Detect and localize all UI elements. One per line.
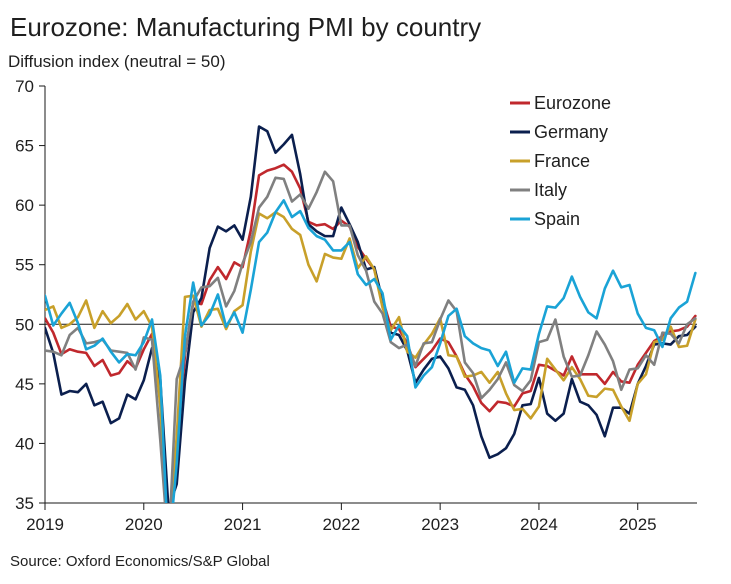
x-tick-label: 2019 [26,515,64,534]
x-tick-label: 2024 [520,515,558,534]
y-tick-label: 35 [15,494,34,513]
y-tick-label: 70 [15,77,34,96]
x-tick-label: 2020 [125,515,163,534]
y-tick-label: 50 [15,315,34,334]
series-line-italy [45,170,697,503]
series-line-spain [45,199,697,503]
chart-title: Eurozone: Manufacturing PMI by country [10,12,482,42]
chart-subtitle: Diffusion index (neutral = 50) [8,52,226,71]
chart-axes: 35 40 45 50 55 60 65 70 2019 2020 2021 2022 2023 2024… [15,77,697,534]
x-tick-label: 2023 [421,515,459,534]
legend-label-eurozone: Eurozone [534,93,611,113]
y-tick-label: 45 [15,375,34,394]
y-tick-label: 55 [15,256,34,275]
x-tick-label: 2022 [322,515,360,534]
source-note: Source: Oxford Economics/S&P Global [10,553,270,570]
legend-label-germany: Germany [534,122,608,142]
y-tick-label: 40 [15,434,34,453]
legend-label-spain: Spain [534,209,580,229]
series-group [45,125,697,503]
legend-label-france: France [534,151,590,171]
x-tick-label: 2025 [619,515,657,534]
legend-label-italy: Italy [534,180,567,200]
series-line-france [45,210,697,503]
y-tick-label: 60 [15,196,34,215]
x-tick-label: 2021 [224,515,262,534]
y-tick-label: 65 [15,137,34,156]
chart-legend: Eurozone Germany France Italy Spain [510,93,611,229]
